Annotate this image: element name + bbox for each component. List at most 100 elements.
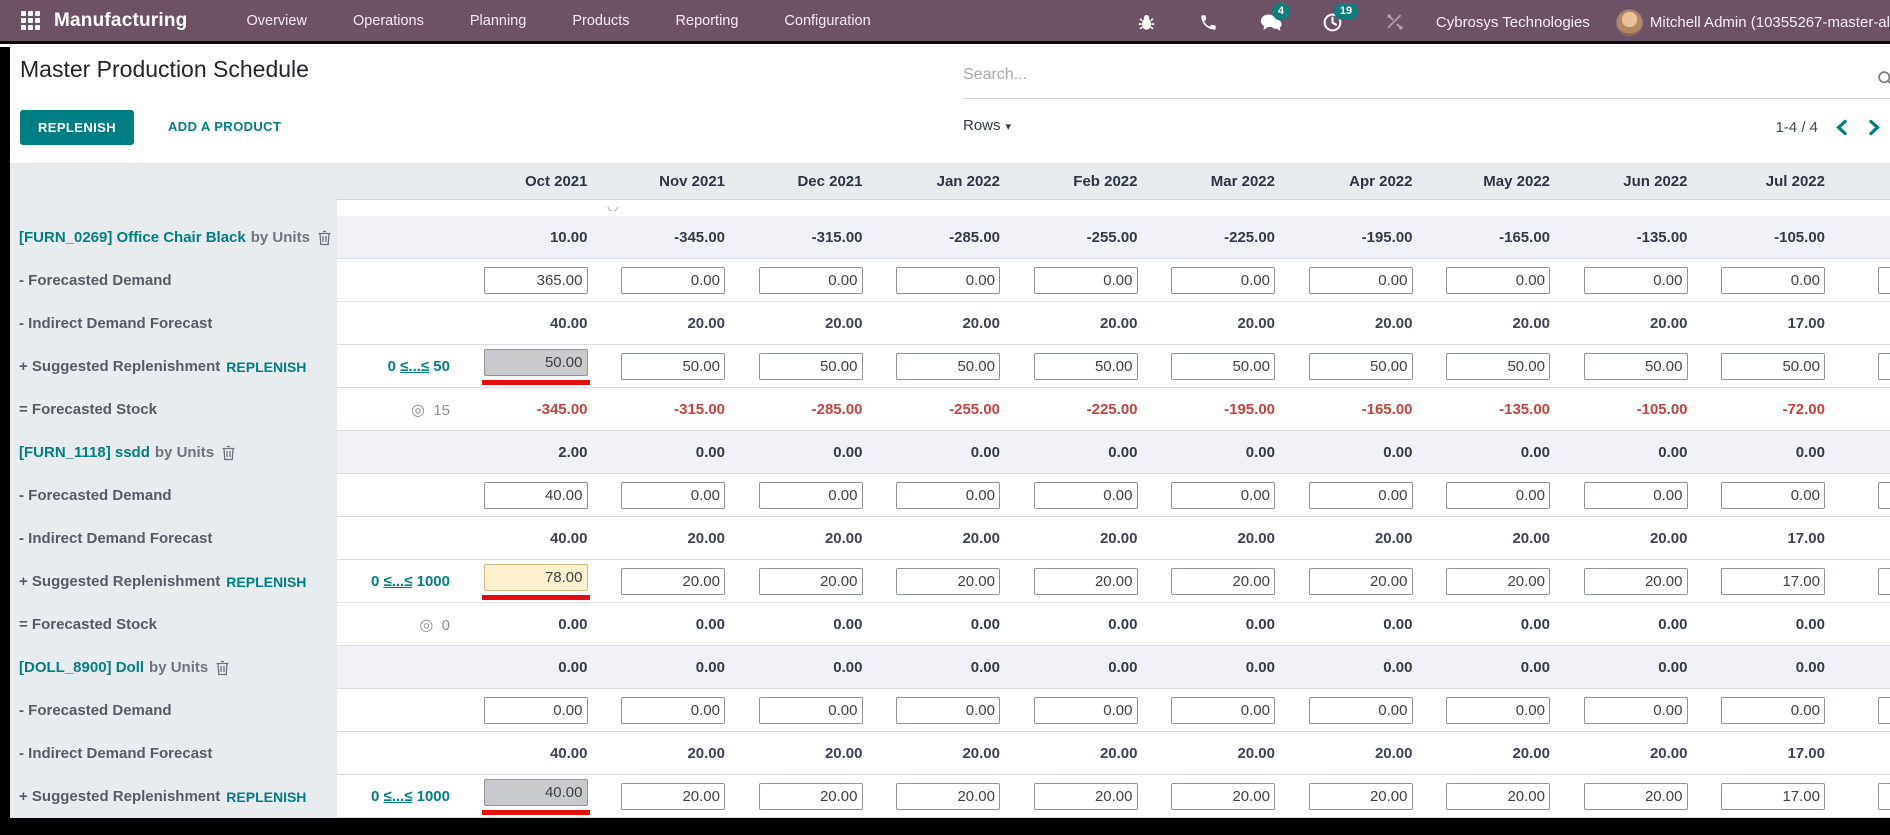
product-name-link[interactable]: [DOLL_8900] Doll [19, 659, 144, 676]
app-name[interactable]: Manufacturing [54, 10, 188, 32]
replenish-qty-input[interactable] [621, 353, 725, 380]
forecasted-demand-input[interactable] [621, 697, 725, 724]
delete-product-icon[interactable] [215, 660, 230, 676]
forecasted-demand-input[interactable] [1446, 482, 1550, 509]
replenish-qty-input[interactable] [1171, 783, 1275, 810]
partial-input[interactable] [1878, 482, 1890, 509]
apps-grid-icon[interactable] [21, 11, 40, 30]
activities-clock-icon[interactable]: 19 [1321, 10, 1345, 34]
forecasted-demand-input[interactable] [484, 697, 588, 724]
forecasted-demand-input[interactable] [1171, 697, 1275, 724]
replenish-qty-input[interactable] [1034, 353, 1138, 380]
replenish-qty-input[interactable] [484, 349, 588, 376]
forecasted-demand-input[interactable] [1171, 267, 1275, 294]
forecasted-demand-input[interactable] [484, 482, 588, 509]
forecasted-demand-input[interactable] [1584, 267, 1688, 294]
menu-item-reporting[interactable]: Reporting [657, 5, 758, 37]
replenish-qty-input[interactable] [1309, 568, 1413, 595]
forecasted-demand-input[interactable] [1309, 482, 1413, 509]
replenish-qty-input[interactable] [1721, 568, 1825, 595]
pager-previous-button[interactable] [1832, 117, 1851, 138]
menu-item-operations[interactable]: Operations [334, 5, 443, 37]
user-avatar[interactable] [1616, 9, 1643, 36]
company-name[interactable]: Cybrosys Technologies [1436, 14, 1590, 31]
menu-item-products[interactable]: Products [553, 5, 648, 37]
replenish-range[interactable]: 0 ≤...≤ 50 [388, 358, 450, 375]
partial-input[interactable] [1878, 353, 1890, 380]
delete-product-icon[interactable] [221, 445, 236, 461]
forecasted-demand-input[interactable] [1309, 697, 1413, 724]
forecasted-demand-input[interactable] [621, 267, 725, 294]
replenish-qty-input[interactable] [1309, 783, 1413, 810]
row-replenish-link[interactable]: REPLENISH [226, 574, 306, 590]
replenish-qty-input[interactable] [759, 783, 863, 810]
product-name-link[interactable]: [FURN_0269] Office Chair Black [19, 229, 246, 246]
replenish-qty-input[interactable] [621, 568, 725, 595]
forecasted-demand-input[interactable] [759, 482, 863, 509]
replenish-qty-input[interactable] [1446, 568, 1550, 595]
forecasted-demand-input[interactable] [1171, 482, 1275, 509]
replenish-qty-input[interactable] [1446, 353, 1550, 380]
rows-dropdown[interactable]: Rows▾ [963, 117, 1011, 134]
partial-input[interactable] [1878, 267, 1890, 294]
replenish-qty-input[interactable] [621, 783, 725, 810]
menu-item-overview[interactable]: Overview [228, 5, 326, 37]
replenish-qty-input[interactable] [1309, 353, 1413, 380]
partial-input[interactable] [1878, 697, 1890, 724]
menu-item-configuration[interactable]: Configuration [765, 5, 889, 37]
replenish-qty-input[interactable] [759, 568, 863, 595]
replenish-qty-input[interactable] [1034, 568, 1138, 595]
forecasted-demand-input[interactable] [759, 697, 863, 724]
add-product-button[interactable]: ADD A PRODUCT [160, 110, 289, 143]
forecasted-demand-input[interactable] [1034, 267, 1138, 294]
replenish-range[interactable]: 0 ≤...≤ 1000 [371, 788, 450, 805]
replenish-qty-input[interactable] [896, 353, 1000, 380]
forecasted-demand-input[interactable] [1721, 482, 1825, 509]
replenish-qty-input[interactable] [896, 568, 1000, 595]
replenish-qty-input[interactable] [1584, 353, 1688, 380]
tools-icon[interactable] [1383, 10, 1407, 34]
pager-next-button[interactable] [1865, 117, 1884, 138]
replenish-qty-input[interactable] [1171, 353, 1275, 380]
replenish-qty-input[interactable] [1721, 353, 1825, 380]
replenish-qty-input[interactable] [1721, 783, 1825, 810]
replenish-qty-input[interactable] [1584, 568, 1688, 595]
delete-product-icon[interactable] [317, 230, 332, 246]
search-icon[interactable] [1877, 70, 1890, 92]
replenish-qty-input[interactable] [484, 564, 588, 591]
forecasted-demand-input[interactable] [759, 267, 863, 294]
user-name[interactable]: Mitchell Admin (10355267-master-al [1650, 14, 1890, 31]
row-replenish-link[interactable]: REPLENISH [226, 789, 306, 805]
forecasted-demand-input[interactable] [621, 482, 725, 509]
replenish-qty-input[interactable] [759, 353, 863, 380]
row-replenish-link[interactable]: REPLENISH [226, 359, 306, 375]
forecasted-demand-input[interactable] [1446, 267, 1550, 294]
forecasted-demand-input[interactable] [1446, 697, 1550, 724]
replenish-qty-input[interactable] [484, 779, 588, 806]
menu-item-planning[interactable]: Planning [451, 5, 545, 37]
replenish-qty-input[interactable] [1171, 568, 1275, 595]
phone-icon[interactable] [1197, 10, 1221, 34]
forecasted-demand-input[interactable] [484, 267, 588, 294]
safety-target[interactable]: ◎ 15 [411, 400, 450, 420]
bug-icon[interactable] [1135, 10, 1159, 34]
replenish-qty-input[interactable] [896, 783, 1000, 810]
forecasted-demand-input[interactable] [1721, 267, 1825, 294]
forecasted-demand-input[interactable] [896, 697, 1000, 724]
partial-input[interactable] [1878, 783, 1890, 810]
forecasted-demand-input[interactable] [1721, 697, 1825, 724]
forecasted-demand-input[interactable] [896, 267, 1000, 294]
replenish-button[interactable]: REPLENISH [20, 110, 134, 145]
partial-input[interactable] [1878, 568, 1890, 595]
replenish-qty-input[interactable] [1446, 783, 1550, 810]
forecasted-demand-input[interactable] [1309, 267, 1413, 294]
forecasted-demand-input[interactable] [1584, 697, 1688, 724]
forecasted-demand-input[interactable] [1034, 482, 1138, 509]
safety-target[interactable]: ◎ 0 [419, 615, 450, 635]
replenish-range[interactable]: 0 ≤...≤ 1000 [371, 573, 450, 590]
replenish-qty-input[interactable] [1584, 783, 1688, 810]
search-input[interactable] [963, 55, 1844, 95]
product-name-link[interactable]: [FURN_1118] ssdd [19, 444, 150, 461]
replenish-qty-input[interactable] [1034, 783, 1138, 810]
forecasted-demand-input[interactable] [1034, 697, 1138, 724]
